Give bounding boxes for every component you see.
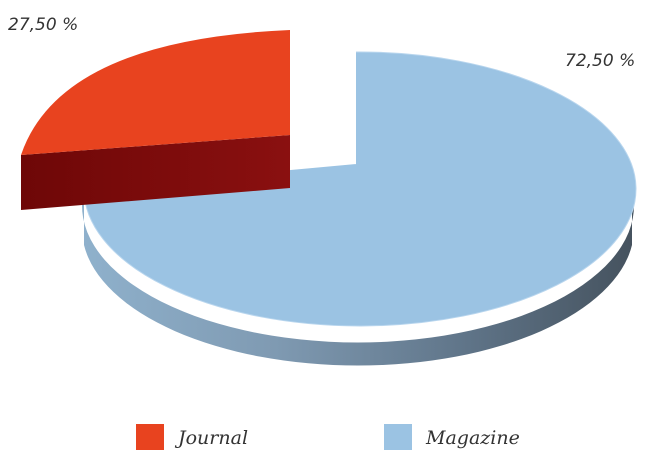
legend-label-magazine: Magazine (425, 427, 520, 449)
pie-slice-magazine-rim (83, 51, 637, 327)
pie-label-journal: 27,50 % (8, 15, 78, 35)
pie-slice-journal-side (21, 135, 290, 210)
legend-label-journal: Journal (174, 427, 248, 449)
pie-slice-journal (21, 30, 290, 155)
legend-swatch-journal (136, 424, 164, 450)
legend-swatch-magazine (384, 424, 412, 450)
legend: Journal Magazine (136, 424, 520, 450)
pie-slice-magazine (84, 51, 636, 326)
pie-label-magazine: 72,50 % (565, 51, 635, 71)
